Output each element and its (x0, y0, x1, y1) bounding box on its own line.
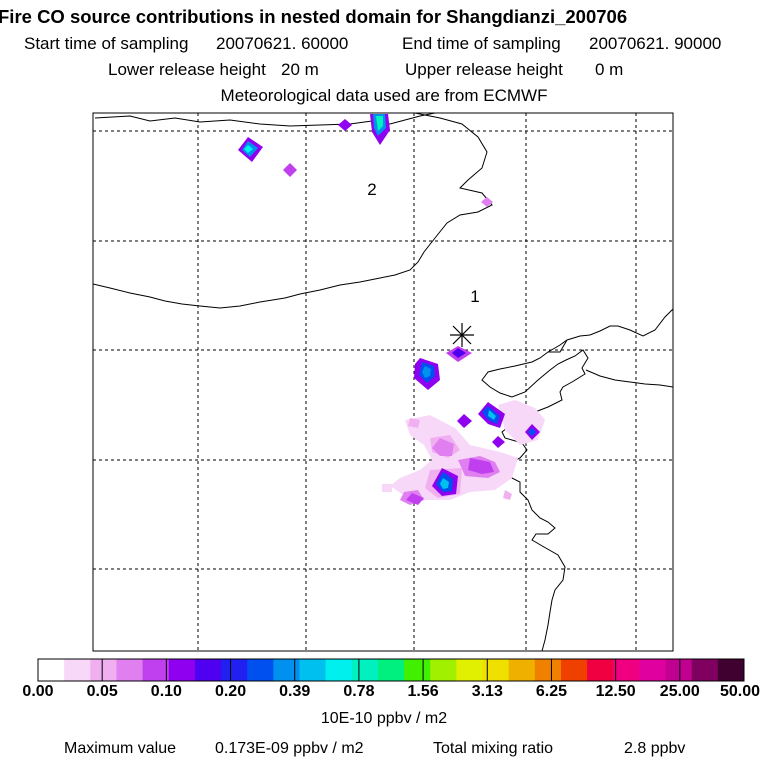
upper-height-label: Upper release height (405, 60, 563, 79)
color-scale-swatch (534, 659, 562, 681)
color-scale-swatch (168, 659, 196, 681)
color-scale-swatch (613, 659, 640, 681)
start-time-value: 20070621. 60000 (216, 34, 349, 53)
color-scale-swatch (587, 659, 614, 681)
color-scale-tick-label: 0.05 (86, 683, 118, 700)
lower-height-label: Lower release height (108, 60, 266, 79)
color-scale-swatch (430, 659, 457, 681)
color-scale-tick-label: 12.50 (595, 683, 636, 700)
end-time-value: 20070621. 90000 (589, 34, 722, 53)
color-scale-swatch (221, 659, 248, 681)
color-scale-tick-label: 6.25 (535, 683, 568, 700)
color-scale-swatch (38, 659, 65, 681)
co-contours (238, 114, 545, 505)
color-scale-swatch (64, 659, 91, 681)
color-scale-swatch (456, 659, 484, 681)
color-scale-swatch (404, 659, 431, 681)
color-scale-swatch (482, 659, 510, 681)
total-mixing-label: Total mixing ratio (433, 740, 554, 757)
color-scale-swatch (116, 659, 144, 681)
upper-height-value: 0 m (595, 60, 624, 79)
map-title: Fire CO source contributions in nested d… (0, 6, 628, 27)
color-scale-swatch (508, 659, 536, 681)
marker-label-1: 1 (470, 287, 479, 306)
color-scale-bar (37, 658, 745, 682)
color-scale-swatch (717, 659, 745, 681)
color-scale-tick-label: 50.00 (719, 683, 761, 700)
color-scale-swatch (273, 659, 300, 681)
lat-lon-grid (93, 113, 673, 651)
color-scale-tick-label: 0.78 (343, 683, 375, 700)
color-scale-swatch (665, 659, 693, 681)
end-time-label: End time of sampling (402, 34, 561, 53)
color-scale-swatch (325, 659, 353, 681)
max-value-label: Maximum value (64, 740, 177, 757)
color-scale-swatch (639, 659, 667, 681)
receptor-star-icon (450, 323, 474, 347)
color-scale-tick-label: 0.39 (279, 683, 311, 700)
color-scale-swatch (90, 659, 117, 681)
lower-height-value: 20 m (281, 60, 319, 79)
color-scale-swatch (377, 659, 405, 681)
color-scale-tick-label: 1.56 (407, 683, 439, 700)
scale-unit: 10E-10 ppbv / m2 (320, 710, 448, 727)
color-scale-swatch (691, 659, 719, 681)
color-scale-tick-label: 0.10 (150, 683, 182, 700)
marker-label-2: 2 (367, 180, 376, 199)
color-scale-tick-label: 0.20 (214, 683, 247, 700)
color-scale-tick-label: 3.13 (471, 683, 503, 700)
start-time-label: Start time of sampling (24, 34, 189, 53)
color-scale-swatch (299, 659, 327, 681)
color-scale-swatch (560, 659, 588, 681)
max-value: 0.173E-09 ppbv / m2 (215, 740, 364, 757)
color-scale-tick-label: 0.00 (22, 683, 54, 700)
color-scale-swatch (142, 659, 170, 681)
coastline (93, 113, 673, 651)
map-frame (92, 112, 674, 652)
total-mixing-value: 2.8 ppbv (624, 740, 686, 757)
color-scale-tick-label: 25.00 (659, 683, 700, 700)
map-domain: 1 2 (93, 113, 673, 651)
color-scale-swatch (247, 659, 274, 681)
color-scale-swatch (194, 659, 222, 681)
color-scale-swatch (351, 659, 379, 681)
met-data-line: Meteorological data used are from ECMWF (220, 86, 548, 105)
